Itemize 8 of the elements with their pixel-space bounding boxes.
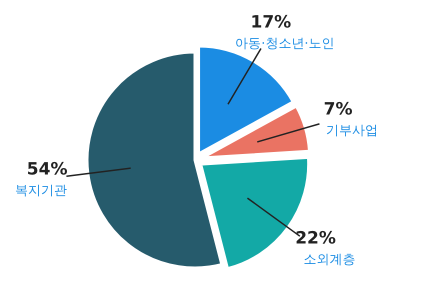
- data-label: 22%: [295, 228, 336, 249]
- data-label: 17%: [250, 12, 292, 33]
- data-label: 54%: [26, 160, 68, 180]
- slice-label: 아동·청소년·노인: [235, 36, 334, 52]
- slice-label: 복지기관: [15, 184, 68, 199]
- data-label: 7%: [324, 99, 353, 120]
- slice-label: 기부사업: [326, 123, 378, 138]
- slice-label: 소외계층: [304, 252, 356, 268]
